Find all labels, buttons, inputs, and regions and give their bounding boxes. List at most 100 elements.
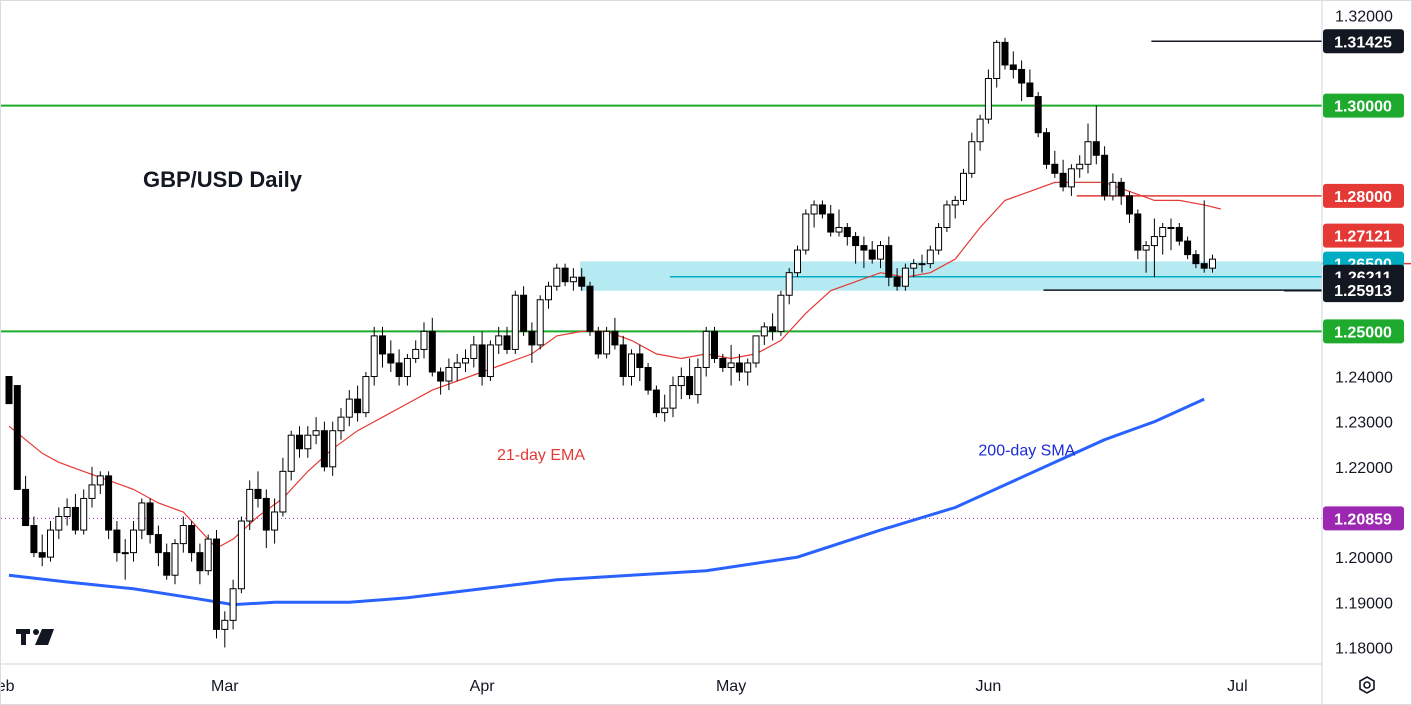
candle — [478, 331, 486, 386]
annotation-ema: 21-day EMA — [497, 447, 585, 464]
candle — [1200, 200, 1208, 273]
candle — [38, 534, 46, 567]
candle — [354, 385, 362, 422]
candle-body — [470, 344, 478, 359]
candle — [171, 539, 179, 585]
candle-body — [271, 511, 279, 531]
candle — [694, 358, 702, 404]
candle-body — [993, 41, 1001, 80]
candle-body — [769, 326, 777, 332]
candle — [204, 534, 212, 576]
candle-body — [661, 407, 669, 414]
candle — [769, 313, 777, 341]
candle — [329, 421, 337, 476]
candle-body — [1092, 141, 1100, 156]
candle-body — [1084, 141, 1092, 165]
candle-body — [204, 538, 212, 572]
price-badge: 1.30000 — [1323, 93, 1404, 118]
candle — [146, 498, 154, 544]
candle-body — [785, 272, 793, 296]
candle-body — [644, 366, 652, 391]
candle — [777, 290, 785, 336]
candle — [951, 195, 959, 219]
gear-icon[interactable] — [1359, 676, 1375, 694]
candle-body — [594, 330, 602, 355]
candle — [569, 268, 577, 291]
candle-body — [38, 552, 46, 558]
candle — [138, 498, 146, 540]
candle-body — [1076, 163, 1084, 170]
candle-body — [1134, 213, 1142, 251]
candle-body — [88, 484, 96, 499]
candle — [802, 209, 810, 255]
candle — [229, 579, 237, 630]
candle — [387, 340, 395, 373]
candle — [154, 525, 162, 567]
candle-body — [254, 488, 262, 499]
candle-body — [1126, 195, 1133, 215]
candle-body — [387, 353, 395, 364]
candle-body — [760, 326, 768, 337]
candle-body — [935, 227, 943, 251]
candle — [636, 344, 644, 382]
candle — [711, 326, 718, 363]
candle-body — [960, 172, 967, 201]
candle-body — [503, 335, 511, 350]
candle — [545, 281, 552, 309]
candle-body — [578, 276, 586, 287]
candle-body — [719, 357, 727, 368]
candle-body — [379, 335, 386, 355]
candle-body — [694, 366, 702, 396]
y-tick-label: 1.32000 — [1335, 8, 1393, 25]
candle-body — [30, 525, 38, 554]
candle — [13, 385, 21, 490]
candle-body — [412, 348, 420, 359]
candle-body — [320, 430, 328, 468]
price-badge: 1.20859 — [1323, 506, 1404, 531]
candle-body — [835, 227, 843, 233]
candle — [345, 390, 353, 427]
candle-body — [229, 588, 237, 621]
candle — [611, 317, 619, 350]
x-tick-labels: FebMarAprMayJunJulAug — [1, 678, 1248, 695]
candle — [893, 268, 901, 291]
candle — [520, 286, 528, 336]
candle-body — [478, 344, 486, 378]
candle — [287, 430, 295, 481]
candle — [437, 367, 445, 395]
candle — [1159, 223, 1167, 255]
candle-body — [362, 376, 370, 414]
horizontal-levels-layer — [1, 40, 1411, 519]
candle-body — [802, 213, 810, 251]
candle — [744, 358, 752, 386]
price-badge: 1.25000 — [1323, 319, 1404, 344]
candle — [677, 367, 685, 400]
candle-body — [445, 366, 453, 382]
candle-body — [329, 430, 337, 468]
candle-body — [171, 543, 179, 576]
candle-body — [1209, 258, 1216, 269]
x-tick-label: Apr — [470, 678, 496, 695]
candle — [428, 317, 436, 377]
candle-body — [860, 245, 868, 251]
candle-body — [586, 285, 594, 332]
candle-body — [669, 385, 677, 409]
price-badge: 1.27121 — [1323, 223, 1404, 248]
candle-body — [652, 389, 660, 414]
x-tick-label: May — [716, 678, 746, 695]
tradingview-logo-icon[interactable] — [16, 629, 54, 645]
candle-body — [262, 497, 270, 531]
candle — [462, 349, 469, 373]
candle — [794, 245, 801, 278]
candle — [1142, 241, 1150, 273]
candle-body — [744, 362, 752, 373]
candle — [968, 132, 976, 178]
candle — [1026, 69, 1034, 98]
badge-bg — [1323, 278, 1404, 303]
y-tick-label: 1.23000 — [1335, 415, 1393, 432]
candle — [1117, 177, 1125, 205]
candle-body — [130, 529, 137, 554]
candle — [1009, 51, 1017, 79]
